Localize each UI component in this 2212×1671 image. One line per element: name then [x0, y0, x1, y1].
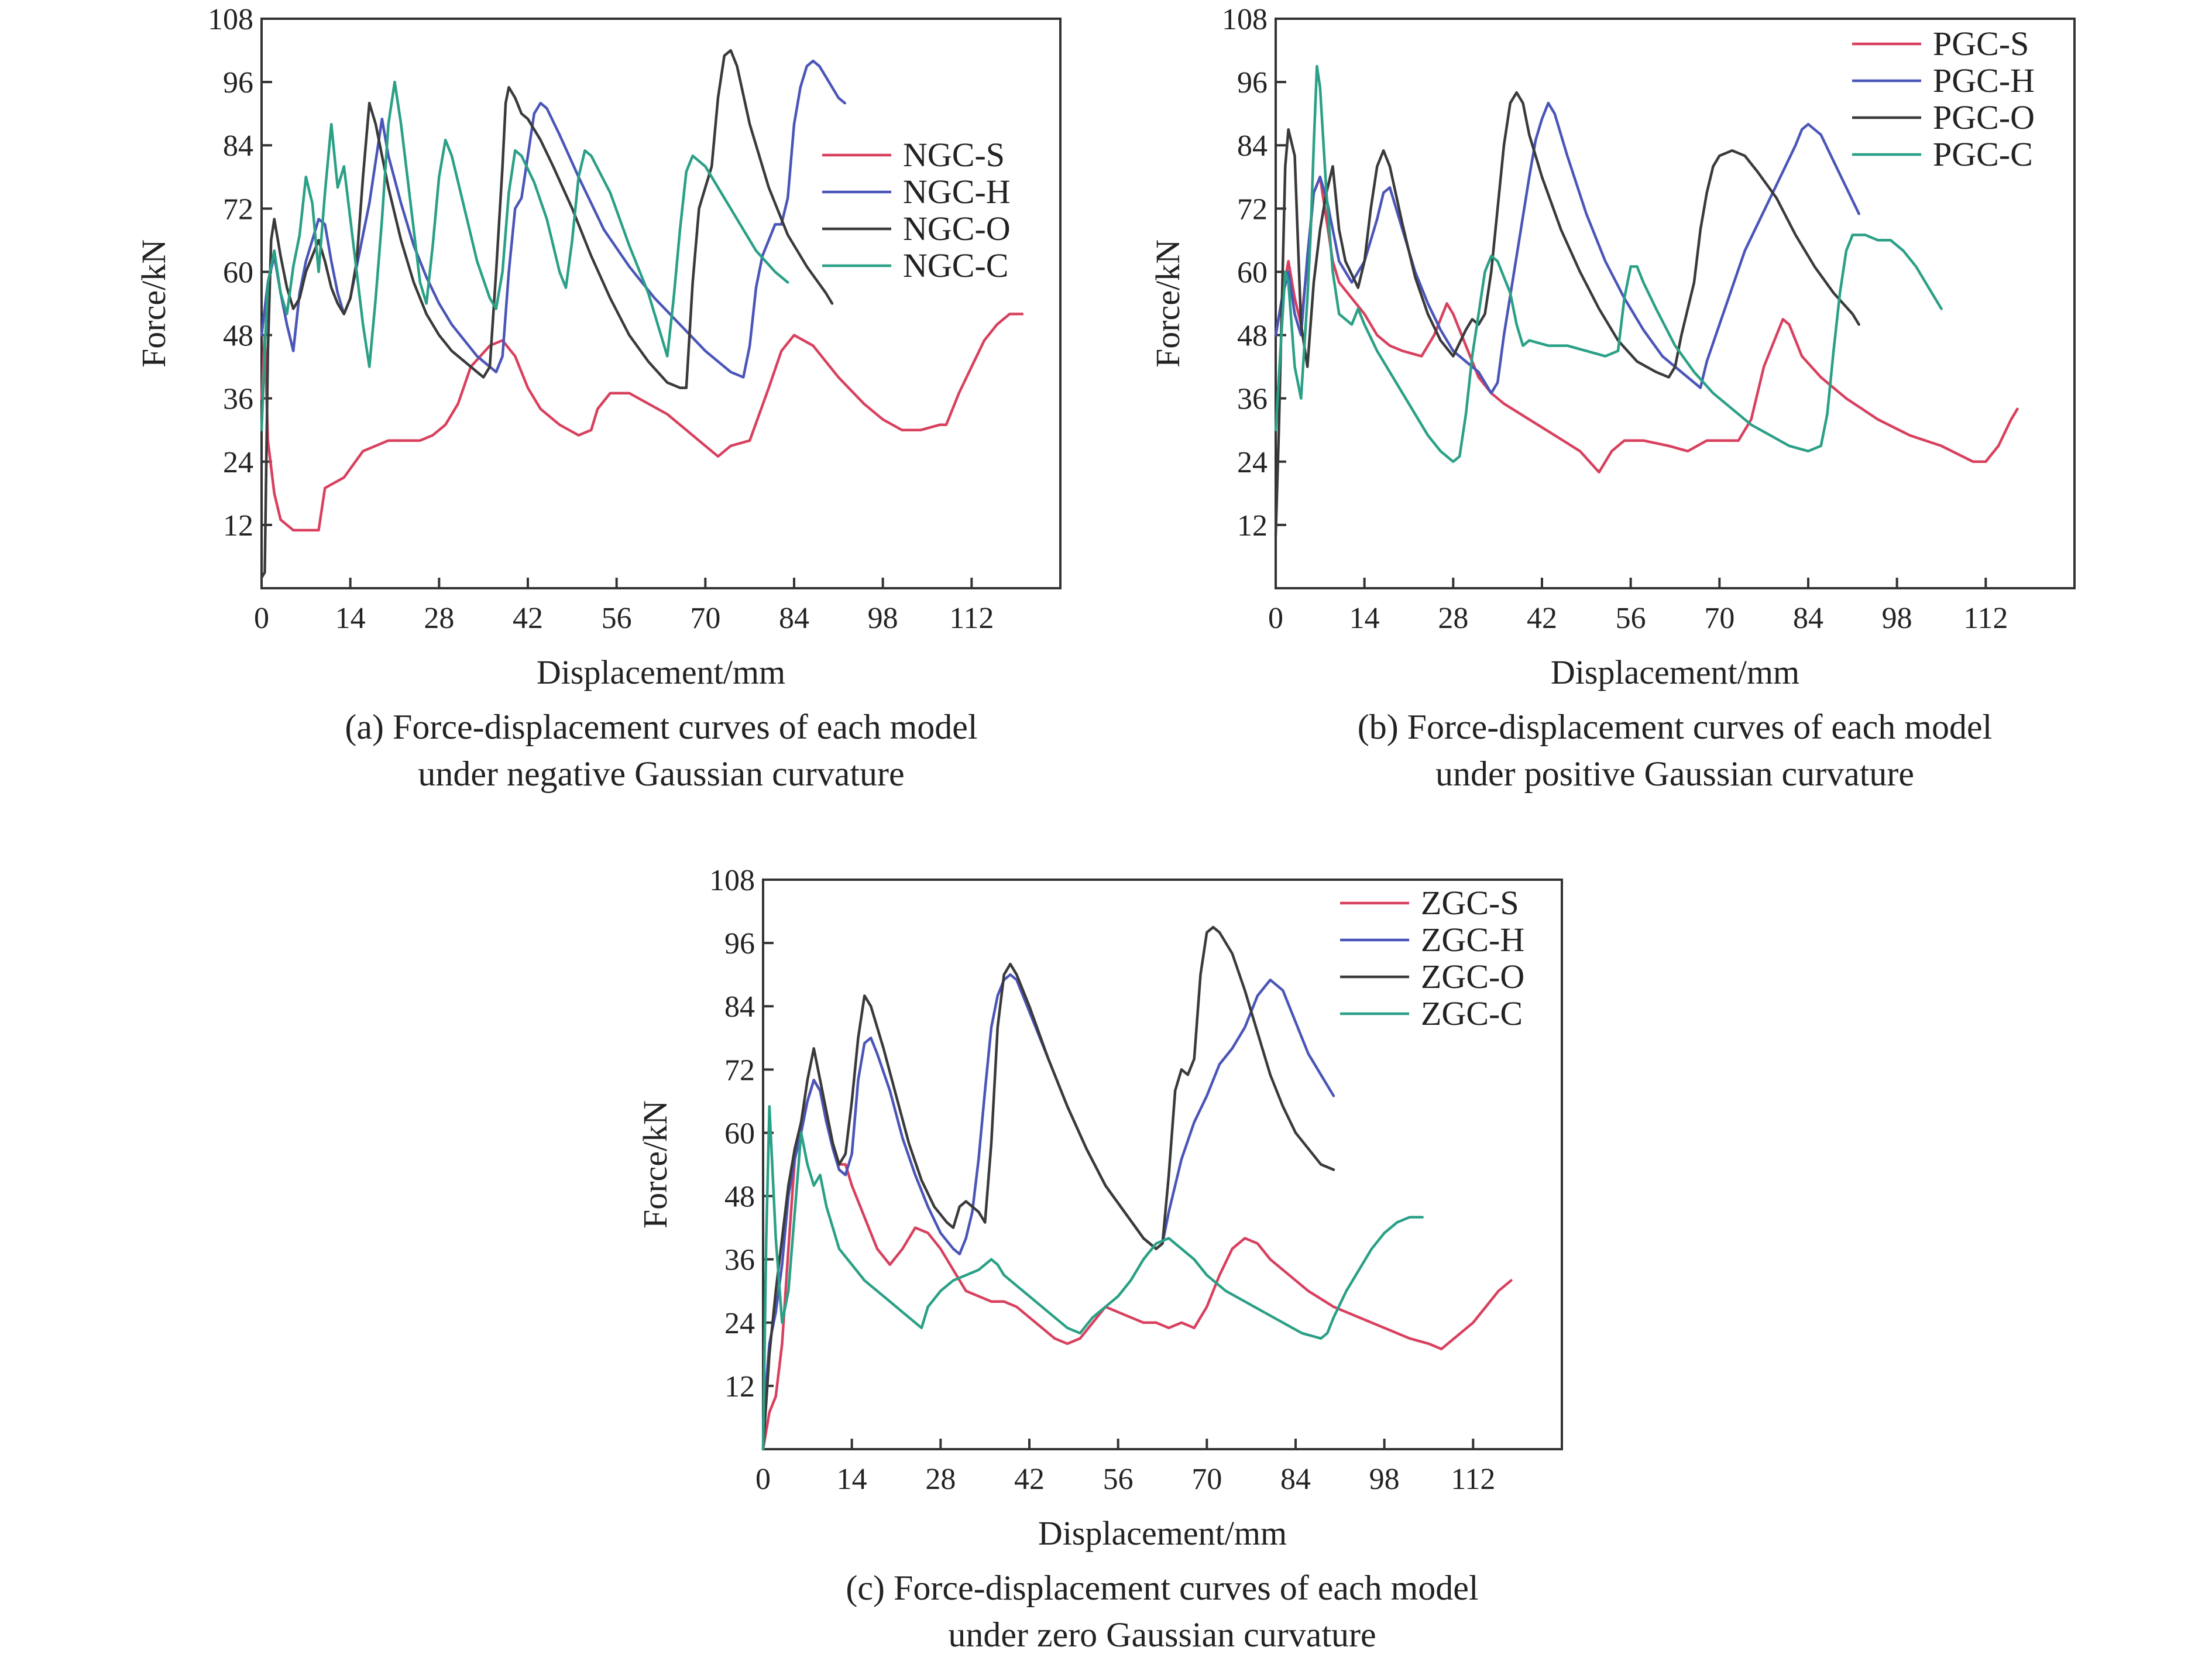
series-line-ngc-s [260, 313, 1024, 532]
panel-caption-line: (b) Force-displacement curves of each mo… [1358, 708, 1993, 746]
x-tick-label: 98 [1882, 602, 1912, 635]
x-tick-label: 70 [690, 602, 720, 635]
y-tick-label: 12 [1237, 509, 1268, 543]
x-axis-title: Displacement/mm [1038, 1514, 1287, 1552]
y-tick-label: 84 [223, 129, 253, 163]
x-tick-label: 84 [779, 602, 809, 635]
y-tick-label: 72 [1237, 193, 1268, 226]
y-tick-label: 24 [223, 446, 253, 479]
y-tick-label: 24 [1237, 446, 1268, 479]
x-tick-label: 112 [949, 602, 994, 635]
plot-frame [762, 879, 1563, 1450]
x-tick-label: 112 [1963, 602, 2008, 635]
series-line-pgc-c [1274, 64, 1943, 464]
y-tick-label: 96 [1237, 66, 1268, 99]
x-tick-label: 98 [1369, 1463, 1400, 1496]
x-tick-label: 0 [1268, 602, 1283, 635]
series-line-pgc-o [1274, 91, 1860, 537]
x-tick-label: 84 [1280, 1463, 1311, 1496]
y-axis-title: Force/kN [1149, 239, 1187, 368]
y-tick-label: 108 [1222, 3, 1268, 36]
x-tick-label: 0 [254, 602, 269, 635]
series-line-ngc-c [260, 80, 789, 431]
y-tick-label: 48 [223, 320, 253, 353]
y-tick-label: 60 [724, 1117, 755, 1150]
series-line-zgc-h [761, 973, 1335, 1425]
x-tick-label: 42 [1527, 602, 1557, 635]
legend-label: NGC-O [903, 210, 1011, 248]
series-line-zgc-o [761, 925, 1335, 1451]
y-tick-label: 12 [724, 1370, 755, 1404]
legend-label: ZGC-C [1421, 994, 1523, 1032]
x-tick-label: 56 [1616, 602, 1646, 635]
x-tick-label: 56 [602, 602, 632, 635]
x-tick-label: 28 [1438, 602, 1468, 635]
y-tick-label: 96 [724, 927, 755, 960]
legend-label: PGC-O [1933, 98, 2035, 136]
x-tick-label: 98 [868, 602, 898, 635]
y-tick-label: 60 [1237, 256, 1268, 289]
legend-label: ZGC-S [1421, 884, 1519, 922]
y-axis-title: Force/kN [135, 239, 173, 368]
legend-label: PGC-H [1933, 61, 2035, 99]
legend-label: NGC-C [903, 246, 1008, 284]
y-tick-label: 48 [724, 1181, 755, 1214]
y-tick-label: 12 [223, 509, 253, 543]
y-tick-label: 60 [223, 256, 253, 289]
x-tick-label: 70 [1704, 602, 1734, 635]
x-tick-label: 28 [925, 1463, 956, 1496]
y-tick-label: 96 [223, 66, 253, 99]
legend-label: PGC-C [1933, 135, 2033, 173]
chart-panel-a: 0 14 28 42 56 70 84 98 112 12 24 36 48 60 72 84 96 108 Dis… [135, 3, 1062, 793]
y-tick-label: 108 [709, 864, 755, 897]
y-axis-title: Force/kN [636, 1100, 674, 1229]
y-tick-label: 84 [724, 990, 755, 1024]
series-line-pgc-h [1274, 101, 1860, 394]
x-tick-label: 112 [1451, 1463, 1495, 1496]
x-tick-label: 0 [755, 1463, 771, 1496]
y-tick-label: 72 [223, 193, 253, 226]
series-line-zgc-c [761, 1105, 1424, 1451]
x-tick-label: 42 [513, 602, 543, 635]
panel-caption-line: (c) Force-displacement curves of each mo… [846, 1569, 1478, 1607]
y-tick-label: 36 [1237, 383, 1268, 416]
series-line-ngc-h [260, 59, 846, 379]
x-tick-label: 14 [335, 602, 366, 635]
legend-label: PGC-S [1933, 25, 2029, 63]
x-tick-label: 84 [1793, 602, 1823, 635]
y-tick-label: 48 [1237, 320, 1268, 353]
panel-caption-line: under positive Gaussian curvature [1435, 754, 1914, 793]
y-tick-label: 72 [724, 1054, 755, 1087]
legend-label: ZGC-H [1421, 921, 1524, 959]
legend-label: NGC-S [903, 136, 1005, 174]
plot-frame [1275, 18, 2076, 589]
panel-caption-line: under negative Gaussian curvature [418, 754, 904, 793]
plot-frame [260, 18, 1062, 589]
panel-caption-line: (a) Force-displacement curves of each mo… [345, 708, 977, 746]
x-tick-label: 14 [1349, 602, 1380, 635]
x-tick-label: 42 [1014, 1463, 1045, 1496]
chart-panel-b: 0 14 28 42 56 70 84 98 112 12 24 36 48 60 72 84 96 108 Dis… [1149, 3, 2076, 793]
y-tick-label: 36 [724, 1244, 755, 1277]
x-tick-label: 28 [424, 602, 454, 635]
legend-label: ZGC-O [1421, 958, 1524, 996]
y-tick-label: 36 [223, 383, 253, 416]
legend-label: NGC-H [903, 173, 1011, 211]
y-tick-label: 24 [724, 1307, 755, 1340]
panel-caption-line: under zero Gaussian curvature [948, 1615, 1376, 1654]
y-tick-label: 108 [208, 3, 253, 36]
x-tick-label: 70 [1191, 1463, 1222, 1496]
series-line-ngc-o [260, 49, 834, 579]
x-tick-label: 14 [837, 1463, 867, 1496]
chart-panel-c: 0 14 28 42 56 70 84 98 112 12 24 36 48 60 72 84 96 108 Dis… [636, 864, 1563, 1654]
x-axis-title: Displacement/mm [1551, 653, 1799, 691]
x-axis-title: Displacement/mm [537, 653, 785, 691]
x-tick-label: 56 [1103, 1463, 1134, 1496]
y-tick-label: 84 [1237, 129, 1268, 163]
